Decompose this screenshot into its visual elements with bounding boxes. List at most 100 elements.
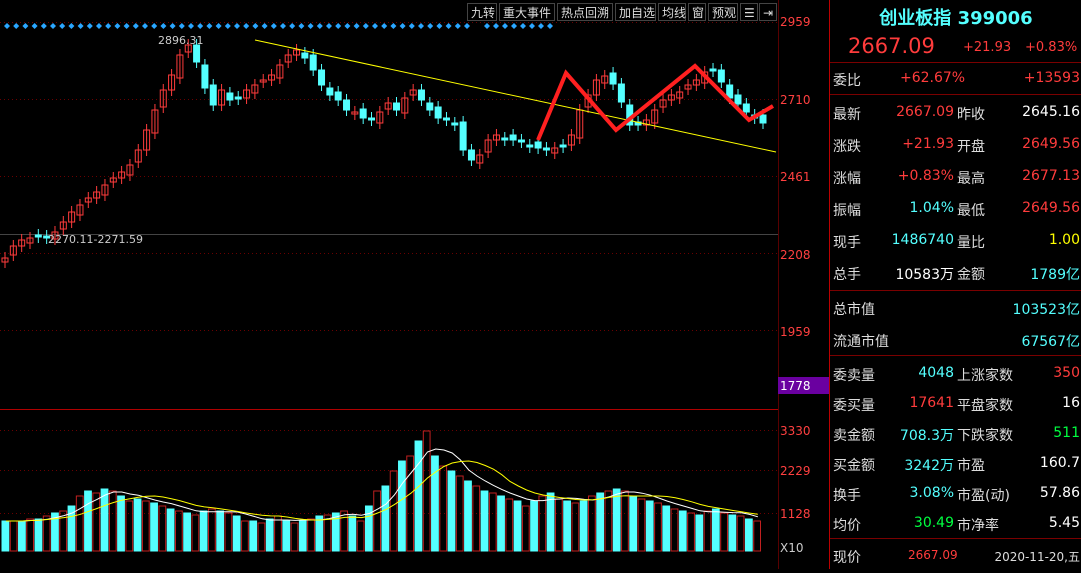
zigzag-arrow <box>536 63 775 141</box>
event-dot <box>96 23 102 29</box>
volume-bar <box>241 520 249 552</box>
volume-bar <box>612 488 621 552</box>
candle-body <box>434 106 442 119</box>
toolbar-button[interactable]: 热点回溯 <box>557 3 613 21</box>
volume-bar <box>340 510 348 552</box>
quote-row: 总手 10583万 金额 1789亿 <box>833 267 1080 283</box>
event-dot <box>298 23 305 29</box>
volume-bar <box>645 500 654 552</box>
volume-tick: 2229 <box>780 464 811 478</box>
kline-chart[interactable]: 2896.31 2270.11-2271.59 <box>0 0 778 569</box>
volume-bar <box>621 490 629 552</box>
volume-bar <box>323 514 332 552</box>
event-dot <box>234 23 240 29</box>
candle-body <box>417 89 425 101</box>
toolbar-button[interactable]: 窗 <box>688 3 706 21</box>
volume-bar <box>744 518 753 552</box>
volume-bar <box>373 490 382 552</box>
volume-bar <box>18 520 26 552</box>
event-dot <box>362 23 369 29</box>
candle-body <box>109 177 117 183</box>
volume-bar <box>274 515 282 552</box>
volume-bar <box>753 520 762 552</box>
event-dot <box>178 23 185 29</box>
event-dot <box>31 23 38 29</box>
event-dot <box>335 23 342 29</box>
candle-body <box>309 54 317 71</box>
candle-body <box>542 147 550 151</box>
toolbar-button[interactable]: 预观 <box>708 3 738 21</box>
volume-bar <box>356 520 365 552</box>
volume-bar <box>84 490 92 552</box>
event-dot <box>197 23 204 29</box>
volume-bar <box>720 512 728 552</box>
candle-body <box>392 102 400 111</box>
volume-bar <box>298 520 307 552</box>
event-dot <box>445 23 452 29</box>
event-dot <box>59 23 66 29</box>
event-dot <box>151 23 158 29</box>
volume-bar <box>67 505 76 552</box>
price-change-pct: +0.83% <box>1025 40 1078 55</box>
toolbar-button[interactable]: 重大事件 <box>499 3 555 21</box>
volume-bar <box>282 520 291 552</box>
volume-bar <box>92 492 101 552</box>
cursor-price-box <box>778 377 829 394</box>
volume-bar <box>75 495 84 552</box>
volume-bar <box>447 470 456 552</box>
volume-bar <box>521 505 530 552</box>
candle-body <box>209 84 217 106</box>
price-tick: 2710 <box>780 93 811 107</box>
candle-body <box>126 164 134 176</box>
volume-bar <box>158 505 167 552</box>
menu-icon[interactable]: ☰ <box>740 3 758 21</box>
event-dot <box>502 23 508 29</box>
cursor-price: 1778 <box>780 379 811 393</box>
volume-bar <box>257 522 266 552</box>
toolbar-button[interactable]: 九转 <box>467 3 497 21</box>
volume-bar <box>637 498 646 552</box>
candle-body <box>492 134 500 141</box>
event-dot <box>464 23 470 29</box>
volume-bar <box>216 510 225 552</box>
event-dot <box>142 23 148 29</box>
volume-bar <box>174 510 183 552</box>
event-dot <box>326 23 332 29</box>
toolbar-button[interactable]: 均线 <box>658 3 686 21</box>
volume-bar <box>588 495 596 552</box>
volume-bar <box>563 500 572 552</box>
event-dot <box>344 23 351 29</box>
collapse-icon[interactable]: ⇥ <box>759 3 777 21</box>
index-code: 399006 <box>957 8 1033 29</box>
volume-bar <box>678 510 687 552</box>
candle-body <box>301 52 309 59</box>
volume-bar <box>546 492 555 552</box>
event-dot <box>123 23 130 29</box>
candle-body <box>709 68 717 72</box>
event-dot <box>529 23 535 29</box>
candle-body <box>243 89 251 99</box>
volume-ma-lines <box>6 448 759 522</box>
event-dot <box>307 23 314 29</box>
volume-bar <box>406 455 415 552</box>
volume-bar <box>249 520 258 552</box>
volume-bar <box>439 465 448 552</box>
candle-body <box>284 54 292 63</box>
volume-tick: 3330 <box>780 424 811 438</box>
volume-bar <box>26 518 35 552</box>
candle-body <box>84 197 92 203</box>
candle-body <box>93 191 101 199</box>
volume-bar <box>34 518 43 552</box>
market-cap-row: 总市值 103523亿 <box>833 302 1080 318</box>
volume-bar <box>579 500 588 552</box>
candle-body <box>226 92 234 101</box>
toolbar-button[interactable]: 加自选 <box>615 3 656 21</box>
candle-body <box>526 144 534 148</box>
stats-row: 均价 30.49 市净率 5.45 <box>833 515 1080 534</box>
quote-panel: 创业板指 399006 2667.09 +21.93 +0.83% 委比 +62… <box>829 0 1081 569</box>
candle-body <box>559 144 567 148</box>
candle-body <box>26 237 34 244</box>
kline-chart-area[interactable]: 2896.31 2270.11-2271.59 九转 重大事件 热点回溯 加自选 均线窗… <box>0 0 778 569</box>
volume-bar <box>208 508 216 552</box>
candle-body <box>509 134 517 141</box>
